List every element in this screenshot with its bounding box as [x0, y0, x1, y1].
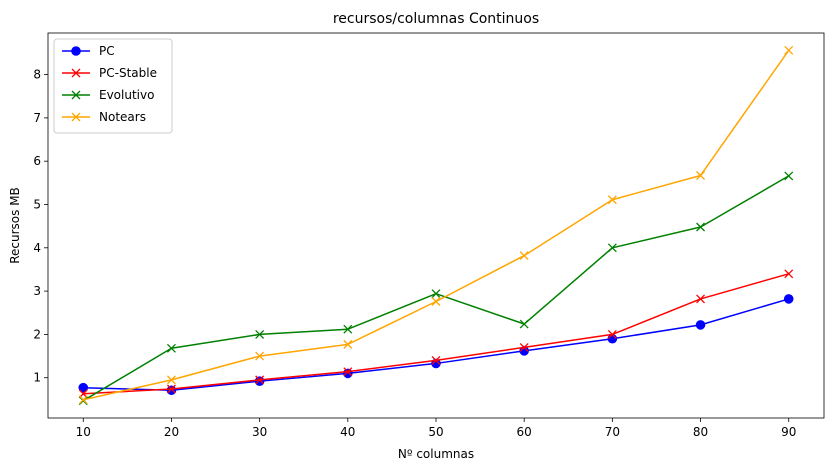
x-tick-label: 90 [781, 425, 796, 439]
data-point-evolutivo [696, 222, 706, 232]
y-tick-label: 4 [33, 241, 41, 255]
data-point-notears [255, 351, 265, 361]
y-tick-label: 3 [33, 284, 41, 298]
data-point-notears [607, 195, 617, 205]
data-point-evolutivo [255, 329, 265, 339]
series-pc [78, 294, 794, 396]
data-point-evolutivo [166, 343, 176, 353]
data-point-pc-stable [343, 367, 353, 377]
y-axis: 1 2 3 4 5 6 7 8 [33, 68, 48, 385]
data-point-notears [431, 297, 441, 306]
data-point-notears [784, 45, 794, 55]
data-point-pc [695, 320, 706, 330]
x-tick-label: 20 [164, 425, 179, 439]
legend-marker [71, 68, 81, 78]
data-point-pc [343, 368, 353, 379]
data-point-pc-stable [607, 329, 617, 339]
x-tick-label: 40 [340, 425, 355, 439]
data-point-evolutivo [343, 324, 353, 334]
y-tick-label: 7 [33, 111, 41, 125]
x-tick-label: 10 [76, 425, 91, 439]
x-tick-label: 50 [428, 425, 443, 439]
y-tick-label: 6 [33, 154, 41, 168]
data-point-pc-stable [519, 342, 529, 352]
data-point-notears [696, 171, 706, 180]
series-evolutivo [78, 171, 794, 406]
data-point-pc [607, 333, 618, 344]
data-point-pc-stable [696, 294, 706, 304]
data-point-evolutivo [607, 243, 617, 253]
legend-marker [71, 46, 81, 56]
legend-box [53, 38, 173, 134]
data-point-notears [166, 375, 176, 385]
data-point-pc [166, 385, 177, 396]
data-point-pc [78, 382, 89, 393]
data-point-evolutivo [784, 171, 794, 181]
series-line-notears [83, 49, 790, 401]
x-axis: 10 20 30 40 50 60 70 80 90 [76, 418, 796, 439]
data-point-pc-stable [166, 384, 176, 394]
y-tick-label: 1 [33, 371, 41, 385]
legend-label: Evolutivo [99, 88, 154, 102]
x-tick-label: 80 [693, 425, 708, 439]
data-point-pc [254, 376, 265, 386]
y-tick-label: 8 [33, 68, 41, 82]
data-point-pc-stable [784, 269, 794, 279]
y-axis-label: Recursos MB [8, 187, 22, 264]
x-axis-label: Nº columnas [398, 447, 474, 461]
legend: PC PC-Stable Evolutivo Notears [53, 38, 173, 134]
data-point-pc-stable [431, 355, 441, 365]
data-point-notears [343, 339, 353, 349]
legend-label: PC [99, 44, 115, 58]
series-line-pc [83, 298, 789, 392]
data-point-notears [78, 395, 88, 405]
data-point-pc-stable [255, 375, 265, 385]
legend-marker [71, 112, 81, 122]
data-point-evolutivo [431, 289, 441, 299]
legend-item-pc-stable: PC-Stable [62, 66, 157, 80]
series-notears [78, 45, 794, 405]
legend-item-evolutivo: Evolutivo [62, 88, 154, 102]
y-tick-label: 5 [33, 197, 41, 211]
legend-item-pc: PC [62, 44, 115, 58]
data-point-evolutivo [519, 319, 529, 329]
chart-title: recursos/columnas Continuos [333, 11, 539, 27]
series-pc-stable [78, 269, 794, 399]
legend-marker [71, 90, 81, 100]
y-tick-label: 2 [33, 327, 41, 341]
data-point-notears [519, 251, 529, 261]
legend-label: Notears [99, 110, 146, 124]
legend-item-notears: Notears [62, 110, 146, 124]
x-tick-label: 30 [252, 425, 267, 439]
data-point-pc [783, 294, 794, 304]
x-tick-label: 60 [517, 425, 532, 439]
x-tick-label: 70 [605, 425, 620, 439]
legend-label: PC-Stable [99, 66, 157, 80]
series-layer [78, 45, 794, 406]
